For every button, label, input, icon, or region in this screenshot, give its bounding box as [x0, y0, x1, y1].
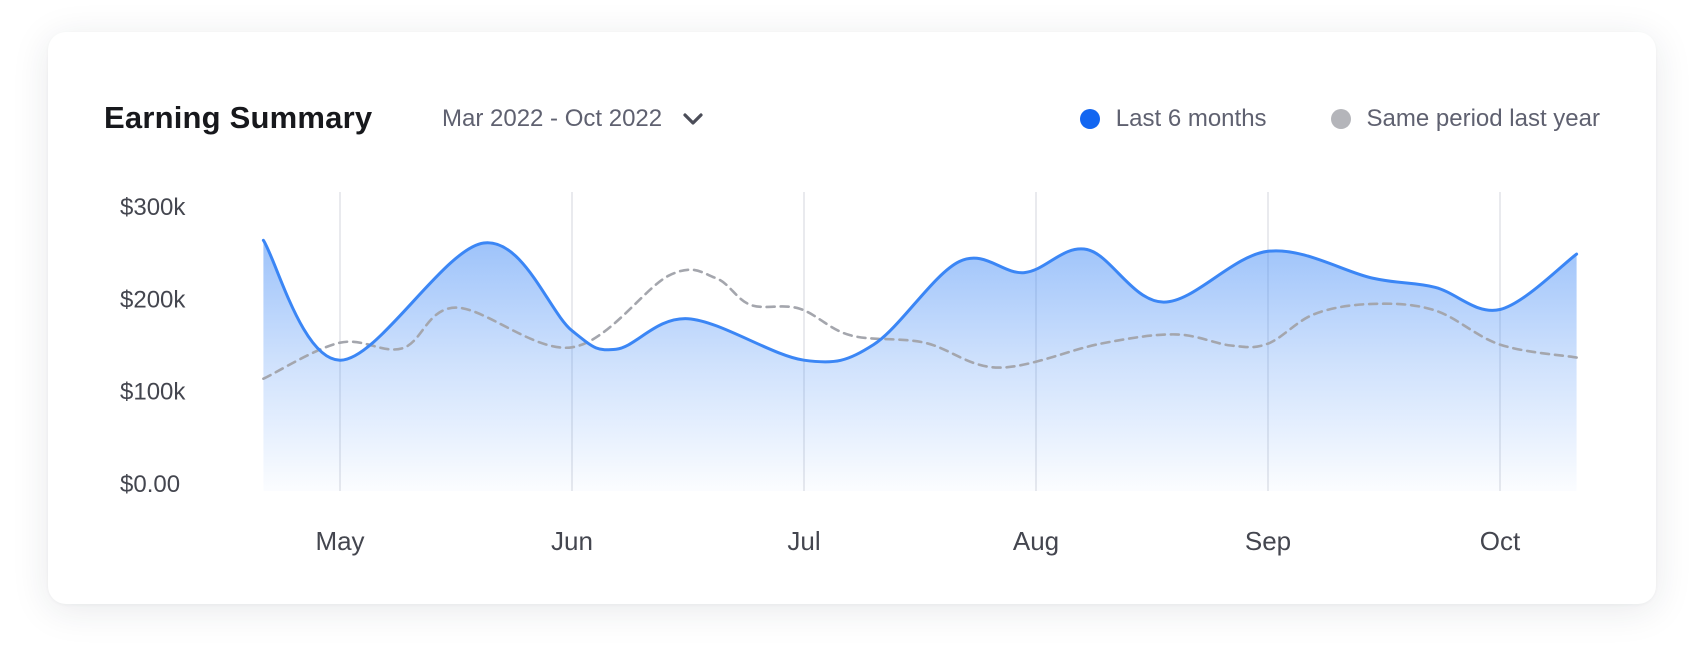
- series-line-last-6-months: [261, 238, 1579, 364]
- y-tick-label: $100k: [120, 379, 186, 406]
- y-tick-label: $300k: [120, 194, 186, 221]
- chart-legend: Last 6 months Same period last year: [1079, 105, 1600, 133]
- x-tick-label-jun: Jun: [551, 526, 593, 556]
- y-tick-label: $200k: [120, 286, 186, 313]
- x-tick-label-jul: Jul: [787, 526, 820, 556]
- legend-item-same-period-last-year[interactable]: Same period last year: [1330, 105, 1600, 133]
- legend-dot-gray-icon: [1330, 109, 1351, 129]
- area-fill-last-6-months: [263, 240, 1577, 491]
- legend-label-last-6-months: Last 6 months: [1115, 105, 1267, 132]
- x-tick-label-may: May: [315, 526, 364, 556]
- series-line-same-period-last-year: [262, 268, 1578, 380]
- x-tick-label-sep: Sep: [1245, 526, 1291, 556]
- x-tick-label-aug: Aug: [1013, 526, 1059, 556]
- legend-item-last-6-months[interactable]: Last 6 months: [1079, 105, 1267, 133]
- legend-dot-blue-icon: [1079, 109, 1100, 129]
- legend-label-same-period-last-year: Same period last year: [1366, 105, 1600, 132]
- x-tick-label-oct: Oct: [1480, 526, 1521, 556]
- date-range-dropdown[interactable]: Mar 2022 - Oct 2022: [442, 105, 704, 133]
- date-range-label: Mar 2022 - Oct 2022: [442, 105, 663, 132]
- card-title: Earning Summary: [104, 100, 373, 135]
- y-tick-label: $0.00: [120, 471, 180, 498]
- chevron-down-icon: [683, 113, 703, 125]
